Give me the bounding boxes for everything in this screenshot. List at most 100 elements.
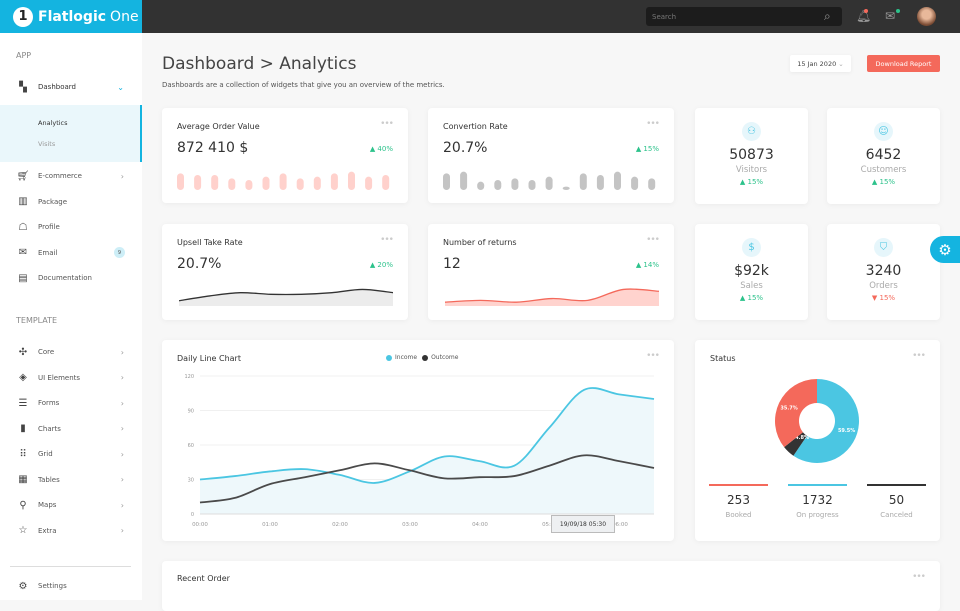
label: Settings	[38, 582, 67, 590]
more-icon[interactable]: •••	[646, 119, 660, 129]
more-icon[interactable]: •••	[912, 351, 926, 361]
label: Forms	[38, 399, 60, 407]
search-icon[interactable]: ⌕	[824, 9, 831, 23]
card-change: ▲ 14%	[635, 261, 659, 269]
slice-label: 35.7%	[780, 406, 797, 412]
chevron-right-icon: ›	[120, 347, 124, 357]
sidebar-item-email[interactable]: ✉ Email 9	[0, 242, 142, 264]
sparkline-line	[445, 288, 659, 303]
sparkline-bar	[528, 180, 536, 190]
sidebar-item-visits[interactable]: Visits	[38, 140, 56, 148]
card-value: 20.7%	[177, 256, 222, 272]
stat-color-bar	[788, 484, 847, 486]
stat-value: 3240	[865, 263, 902, 279]
mail-icon[interactable]: ✉	[885, 9, 896, 23]
sidebar-item-maps[interactable]: ⚲ Maps ›	[0, 494, 142, 516]
dashboard-submenu: Analytics Visits	[0, 105, 142, 162]
card-title: Upsell Take Rate	[177, 238, 243, 247]
smile-icon: ☺	[874, 122, 893, 141]
avatar[interactable]	[917, 7, 936, 26]
sidebar-item-core[interactable]: ✣ Core ›	[0, 341, 142, 363]
sidebar-item-documentation[interactable]: ▤ Documentation	[0, 267, 142, 289]
bell-icon[interactable]: 🔔︎	[856, 9, 872, 23]
page-subtitle: Dashboards are a collection of widgets t…	[162, 81, 445, 89]
customers-card: ☺ 6452 Customers ▲ 15%	[827, 108, 940, 204]
slice-label: 59.5%	[838, 428, 855, 434]
shopping-bag-icon: ⛉	[874, 238, 893, 257]
settings-gear-button[interactable]: ⚙	[930, 236, 960, 263]
chevron-right-icon: ›	[120, 171, 124, 181]
download-report-button[interactable]: Download Report	[867, 55, 940, 72]
label: Core	[38, 348, 55, 356]
label: Package	[38, 197, 68, 206]
recent-order-card: Recent Order •••	[162, 561, 940, 611]
sparkline-bar	[443, 173, 450, 190]
card-title: Average Order Value	[177, 122, 260, 131]
label: Charts	[38, 424, 61, 433]
card-change: ▲ 15%	[635, 145, 659, 153]
stat-label: Booked	[725, 511, 752, 519]
sparkline-bar	[614, 171, 621, 190]
more-icon[interactable]: •••	[646, 351, 660, 361]
document-icon: ▤	[18, 272, 28, 284]
sidebar-item-grid[interactable]: ⠿ Grid ›	[0, 443, 142, 465]
date-picker[interactable]: 15 Jan 2020 ⌄	[790, 55, 851, 72]
label: Maps	[38, 501, 57, 509]
line-sparkline	[445, 288, 659, 306]
sidebar-item-profile[interactable]: ☖ Profile	[0, 216, 142, 238]
sparkline-bar	[330, 173, 338, 190]
x-tick-label: 03:00	[402, 522, 418, 528]
stat-label: On progress	[796, 511, 839, 519]
sparkline-bar	[562, 186, 570, 190]
line-sparkline	[179, 288, 393, 306]
cart-icon: 🛒︎	[16, 170, 30, 182]
sparkline-bar	[262, 176, 270, 190]
stat-label: Visitors	[735, 165, 768, 175]
sidebar-item-ui-elements[interactable]: ◈ UI Elements ›	[0, 367, 142, 389]
forms-icon: ☰	[18, 397, 28, 409]
outcome-line	[199, 454, 655, 504]
sparkline-bar	[579, 173, 587, 190]
chevron-right-icon: ›	[120, 449, 124, 459]
label: Profile	[38, 223, 60, 231]
sidebar-item-analytics[interactable]: Analytics	[38, 119, 68, 127]
sparkline-bar	[348, 171, 355, 190]
sparkline-bar	[228, 178, 236, 190]
sparkline-bar	[460, 171, 468, 190]
logo[interactable]: 1 Flatlogic One	[0, 0, 142, 33]
settings-icon: ⚙	[18, 580, 28, 592]
sidebar-item-forms[interactable]: ☰ Forms ›	[0, 392, 142, 414]
sidebar-item-charts[interactable]: ▮ Charts ›	[0, 418, 142, 440]
sparkline-bar	[194, 175, 202, 190]
grid-icon: ⠿	[19, 448, 27, 460]
stat-value: 50873	[729, 147, 774, 163]
sidebar-item-tables[interactable]: ▦ Tables ›	[0, 469, 142, 491]
badge: 9	[114, 247, 125, 258]
date-value: 15 Jan 2020	[797, 59, 837, 68]
chevron-right-icon: ›	[120, 500, 124, 510]
section-app: APP	[16, 51, 32, 60]
daily-line-chart: 0 30 60 90 120 00:00 01:00 02:00 03:00 04:00 05:00…	[184, 374, 655, 528]
sidebar-item-extra[interactable]: ☆ Extra ›	[0, 520, 142, 542]
more-icon[interactable]: •••	[380, 235, 394, 245]
y-tick-label: 90	[188, 409, 194, 415]
sidebar-item-e-commerce[interactable]: 🛒︎ E-commerce ›	[0, 165, 142, 187]
label: Extra	[38, 526, 57, 535]
star-icon: ☆	[18, 525, 28, 536]
more-icon[interactable]: •••	[380, 119, 394, 129]
legend-swatch-income	[386, 354, 392, 361]
sidebar-item-dashboard[interactable]: ▚ Dashboard ⌄	[0, 76, 142, 98]
stat-value: 253	[727, 493, 750, 507]
more-icon[interactable]: •••	[646, 235, 660, 245]
search-input[interactable]	[646, 7, 842, 26]
orders-card: ⛉ 3240 Orders ▼ 15%	[827, 224, 940, 320]
sidebar-item-settings[interactable]: ⚙ Settings	[0, 575, 142, 597]
more-icon[interactable]: •••	[912, 572, 926, 582]
mail-icon: ✉	[18, 247, 28, 258]
conversion-rate-card: Convertion Rate ••• 20.7% ▲ 15%	[428, 108, 674, 203]
notification-dot	[864, 9, 868, 13]
legend-income: Income	[395, 354, 418, 361]
sidebar-item-package[interactable]: ▥ Package	[0, 191, 142, 213]
stat-label: Orders	[869, 281, 898, 291]
page-title: Dashboard > Analytics	[162, 54, 357, 74]
